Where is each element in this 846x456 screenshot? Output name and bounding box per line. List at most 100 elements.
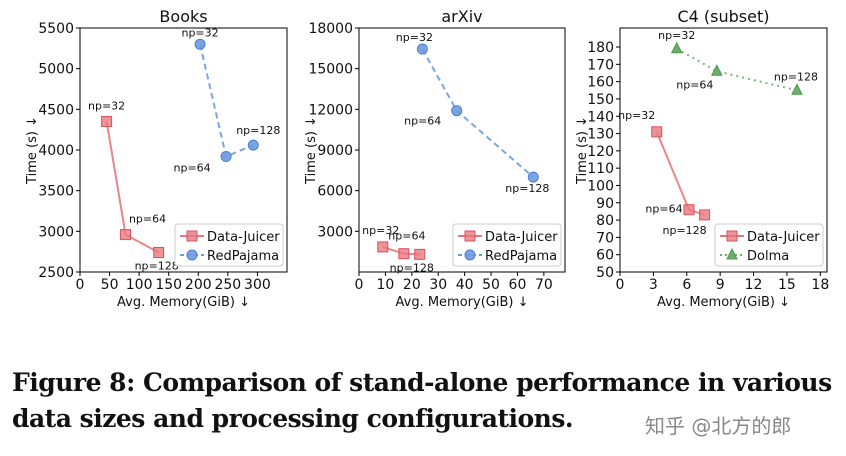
point-label: np=32 bbox=[362, 224, 399, 237]
point-label: np=32 bbox=[396, 31, 433, 44]
x-tick-label: 60 bbox=[509, 277, 527, 293]
y-tick-label: 4000 bbox=[38, 143, 74, 159]
point-label: np=128 bbox=[662, 224, 706, 237]
subplot-title: C4 (subset) bbox=[677, 7, 769, 26]
x-tick-label: 40 bbox=[456, 277, 474, 293]
y-tick-label: 120 bbox=[587, 144, 614, 160]
data-point-square bbox=[414, 248, 426, 260]
x-tick-label: 200 bbox=[185, 277, 212, 293]
legend-marker-square bbox=[186, 230, 198, 242]
y-tick-label: 100 bbox=[587, 178, 614, 194]
y-tick-label: 90 bbox=[596, 196, 614, 212]
x-tick-label: 50 bbox=[101, 277, 119, 293]
point-label: np=64 bbox=[173, 162, 210, 175]
data-point-circle bbox=[220, 151, 232, 163]
data-point-square bbox=[153, 246, 165, 258]
plot-frame bbox=[79, 27, 288, 273]
legend-label: RedPajama bbox=[207, 249, 279, 264]
x-tick-label: 6 bbox=[682, 277, 691, 293]
point-label: np=128 bbox=[236, 124, 280, 137]
y-tick-label: 140 bbox=[587, 109, 614, 125]
y-tick-label: 80 bbox=[596, 213, 614, 229]
x-tick-label: 3 bbox=[649, 277, 658, 293]
x-tick-label: 10 bbox=[376, 277, 394, 293]
y-tick-label: 50 bbox=[596, 265, 614, 281]
y-tick-label: 3500 bbox=[38, 184, 74, 200]
series-line-data-juicer bbox=[105, 121, 160, 254]
y-tick-label: 15000 bbox=[308, 62, 353, 78]
data-point-square bbox=[377, 241, 389, 253]
y-tick-label: 18000 bbox=[308, 21, 353, 37]
y-tick-label: 170 bbox=[587, 57, 614, 73]
x-tick-label: 9 bbox=[716, 277, 725, 293]
point-label: np=32 bbox=[181, 26, 218, 39]
data-point-triangle bbox=[791, 83, 803, 95]
point-label: np=128 bbox=[774, 70, 818, 83]
data-point-square bbox=[683, 204, 695, 216]
point-label: np=128 bbox=[135, 259, 179, 272]
x-tick-label: 20 bbox=[403, 277, 421, 293]
y-axis-label: Time (s) ↓ bbox=[575, 116, 590, 185]
x-tick-label: 100 bbox=[126, 277, 153, 293]
data-point-circle bbox=[527, 171, 539, 183]
legend-marker-circle bbox=[186, 249, 198, 261]
data-point-square bbox=[651, 126, 663, 138]
y-tick-label: 3000 bbox=[38, 224, 74, 240]
legend-label: RedPajama bbox=[485, 249, 557, 264]
plot-frame bbox=[619, 27, 828, 273]
x-axis-label: Avg. Memory(GiB) ↓ bbox=[657, 295, 790, 310]
x-tick-label: 0 bbox=[76, 277, 85, 293]
x-tick-label: 15 bbox=[778, 277, 796, 293]
y-tick-label: 3000 bbox=[317, 224, 353, 240]
x-tick-label: 300 bbox=[244, 277, 271, 293]
x-tick-label: 18 bbox=[811, 277, 829, 293]
y-tick-label: 5000 bbox=[38, 62, 74, 78]
point-label: np=32 bbox=[658, 29, 695, 42]
data-point-square bbox=[398, 248, 410, 260]
figure-caption: Figure 8: Comparison of stand-alone perf… bbox=[12, 368, 832, 433]
x-tick-label: 150 bbox=[155, 277, 182, 293]
y-tick-label: 130 bbox=[587, 127, 614, 143]
legend-marker-square bbox=[726, 230, 738, 242]
point-label: np=32 bbox=[618, 109, 655, 122]
x-tick-label: 30 bbox=[429, 277, 447, 293]
legend-label: Dolma bbox=[747, 249, 789, 264]
y-tick-label: 70 bbox=[596, 230, 614, 246]
series-line-redpajama bbox=[199, 44, 254, 158]
x-tick-label: 250 bbox=[214, 277, 241, 293]
data-point-triangle bbox=[670, 41, 683, 54]
x-tick-label: 12 bbox=[745, 277, 763, 293]
x-tick-label: 70 bbox=[535, 277, 553, 293]
data-point-circle bbox=[194, 38, 206, 50]
point-label: np=32 bbox=[88, 100, 125, 113]
data-point-circle bbox=[247, 139, 259, 151]
data-point-triangle bbox=[711, 64, 723, 76]
plot-frame bbox=[358, 27, 566, 273]
subplot-title: Books bbox=[159, 7, 207, 26]
point-label: np=128 bbox=[505, 182, 549, 195]
subplot-0: Books 0 50 100 150 200 250 300 2500 3000 3500 4000 4… bbox=[25, 7, 288, 310]
y-tick-label: 160 bbox=[587, 75, 614, 91]
y-tick-label: 60 bbox=[596, 248, 614, 264]
subplot-1: arXiv 0 10 20 30 40 50 60 70 3000 6000 9000 12000 150… bbox=[304, 7, 566, 310]
legend-label: Data-Juicer bbox=[485, 230, 558, 245]
x-axis-label: Avg. Memory(GiB) ↓ bbox=[117, 295, 250, 310]
watermark: 知乎 @北方的郎 bbox=[645, 414, 792, 438]
data-point-square bbox=[101, 116, 113, 128]
x-tick-label: 0 bbox=[616, 277, 625, 293]
y-tick-label: 150 bbox=[587, 92, 614, 108]
point-label: np=64 bbox=[404, 115, 441, 128]
series-line-redpajama bbox=[421, 48, 534, 178]
point-label: np=128 bbox=[390, 261, 434, 274]
y-tick-label: 2500 bbox=[38, 265, 74, 281]
y-tick-label: 4500 bbox=[38, 102, 74, 118]
y-tick-label: 12000 bbox=[308, 102, 353, 118]
point-label: np=64 bbox=[129, 213, 166, 226]
data-point-square bbox=[120, 229, 132, 241]
y-axis-label: Time (s) ↓ bbox=[25, 116, 40, 185]
y-tick-label: 180 bbox=[587, 40, 614, 56]
legend-label: Data-Juicer bbox=[207, 230, 280, 245]
point-label: np=64 bbox=[676, 78, 713, 91]
y-tick-label: 5500 bbox=[38, 21, 74, 37]
